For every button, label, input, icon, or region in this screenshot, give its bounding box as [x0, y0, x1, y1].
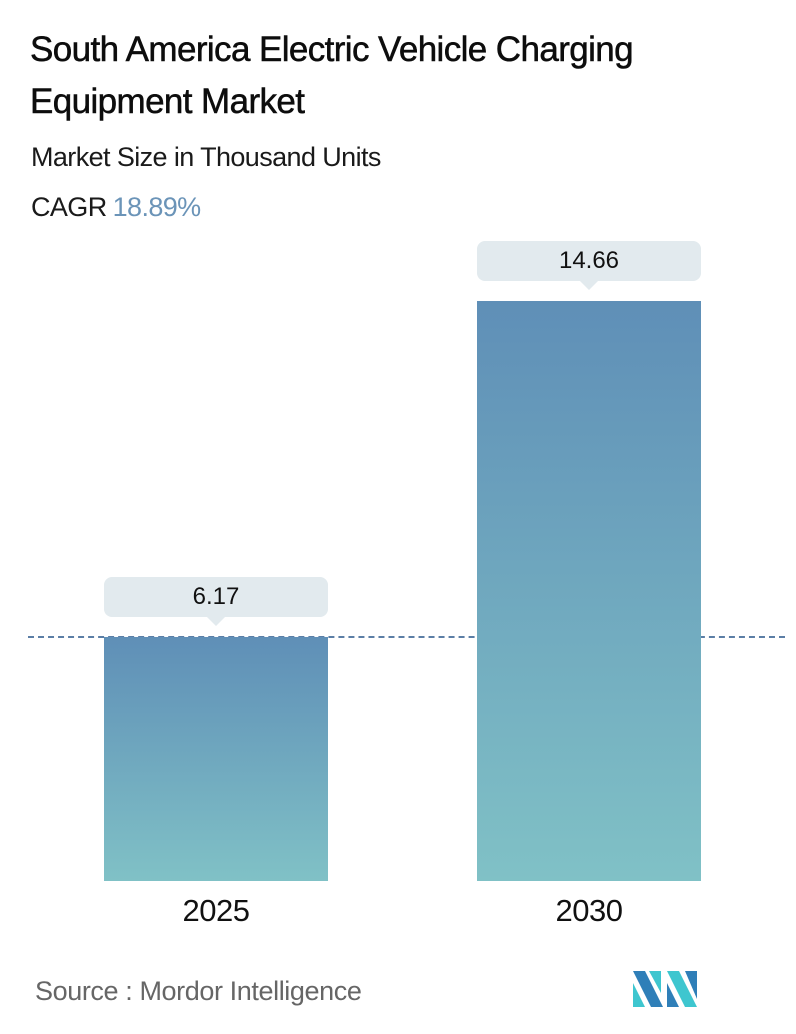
cagr-line: CAGR 18.89% [31, 187, 201, 227]
bar-2030 [477, 301, 701, 881]
x-axis-label-2030: 2030 [555, 893, 623, 928]
cagr-value: 18.89% [112, 192, 202, 222]
x-axis-label-2025: 2025 [182, 893, 250, 928]
source-text: Source : Mordor Intelligence [35, 976, 362, 1006]
cagr-label: CAGR [31, 192, 107, 222]
chart-title: South America Electric Vehicle Charging … [30, 30, 634, 122]
chart-subtitle: Market Size in Thousand Units [31, 142, 381, 172]
value-callout-2030: 14.66 [477, 241, 701, 290]
value-label-2030: 14.66 [558, 247, 620, 274]
value-label-2025: 6.17 [192, 582, 240, 610]
bar-2025 [104, 636, 328, 881]
value-callout-2025: 6.17 [104, 576, 328, 626]
mordor-intelligence-logo-icon [633, 971, 699, 1007]
reference-dashed-line [28, 635, 785, 638]
